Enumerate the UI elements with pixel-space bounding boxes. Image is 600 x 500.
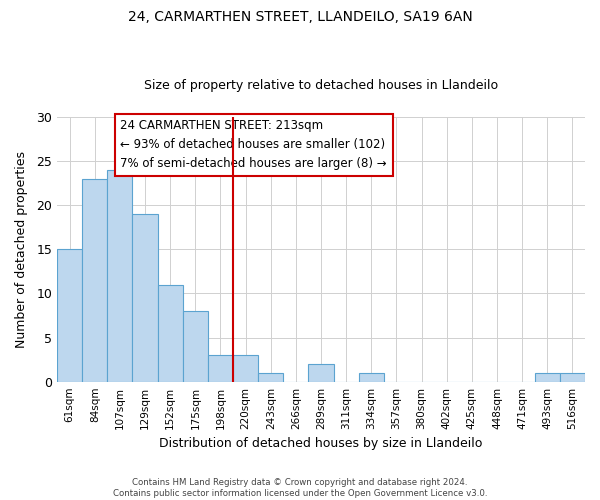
Text: 24 CARMARTHEN STREET: 213sqm
← 93% of detached houses are smaller (102)
7% of se: 24 CARMARTHEN STREET: 213sqm ← 93% of de… xyxy=(121,120,387,170)
X-axis label: Distribution of detached houses by size in Llandeilo: Distribution of detached houses by size … xyxy=(160,437,483,450)
Bar xyxy=(158,284,183,382)
Bar xyxy=(107,170,133,382)
Bar xyxy=(359,373,384,382)
Bar xyxy=(233,355,258,382)
Title: Size of property relative to detached houses in Llandeilo: Size of property relative to detached ho… xyxy=(144,79,498,92)
Bar xyxy=(258,373,283,382)
Bar xyxy=(208,355,233,382)
Bar xyxy=(57,249,82,382)
Bar xyxy=(308,364,334,382)
Bar xyxy=(133,214,158,382)
Bar xyxy=(535,373,560,382)
Y-axis label: Number of detached properties: Number of detached properties xyxy=(15,150,28,348)
Bar xyxy=(82,178,107,382)
Text: Contains HM Land Registry data © Crown copyright and database right 2024.
Contai: Contains HM Land Registry data © Crown c… xyxy=(113,478,487,498)
Bar xyxy=(183,311,208,382)
Bar xyxy=(560,373,585,382)
Text: 24, CARMARTHEN STREET, LLANDEILO, SA19 6AN: 24, CARMARTHEN STREET, LLANDEILO, SA19 6… xyxy=(128,10,472,24)
